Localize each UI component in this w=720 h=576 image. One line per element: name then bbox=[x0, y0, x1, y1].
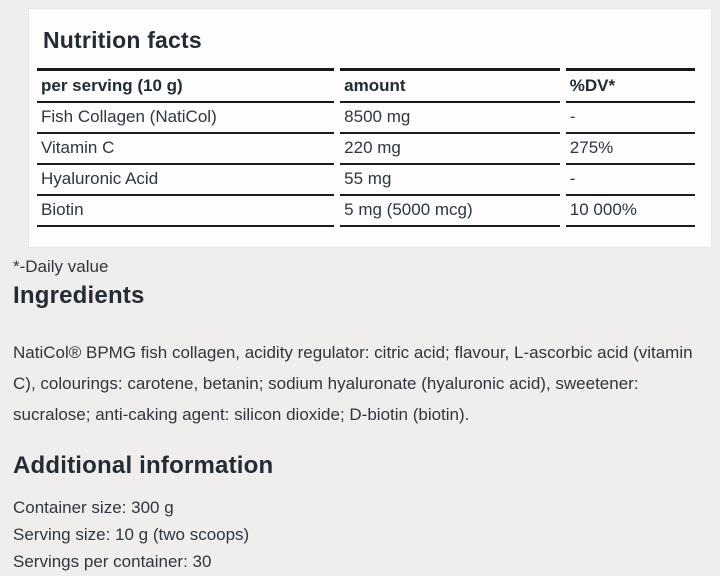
info-line-container-size: Container size: 300 g bbox=[13, 498, 174, 517]
nutrient-name: Vitamin C bbox=[37, 134, 335, 165]
daily-value-note: *-Daily value bbox=[13, 257, 109, 276]
column-header-per-serving: per serving (10 g) bbox=[37, 68, 335, 103]
nutrient-amount: 220 mg bbox=[340, 134, 560, 165]
nutrient-dv: - bbox=[565, 103, 695, 134]
nutrient-amount: 8500 mg bbox=[340, 103, 560, 134]
nutrition-facts-title: Nutrition facts bbox=[43, 27, 202, 53]
nutrient-dv: 10 000% bbox=[565, 196, 695, 227]
nutrient-name: Biotin bbox=[37, 196, 335, 227]
table-row: Biotin 5 mg (5000 mcg) 10 000% bbox=[37, 196, 695, 227]
ingredients-text: NatiCol® BPMG fish collagen, acidity reg… bbox=[13, 343, 693, 424]
column-header-amount: amount bbox=[340, 68, 560, 103]
table-header-row: per serving (10 g) amount %DV* bbox=[37, 68, 695, 103]
ingredients-heading: Ingredients bbox=[13, 282, 145, 309]
info-line-serving-size: Serving size: 10 g (two scoops) bbox=[13, 525, 250, 544]
nutrition-table: per serving (10 g) amount %DV* Fish Coll… bbox=[31, 68, 701, 227]
table-row: Hyaluronic Acid 55 mg - bbox=[37, 165, 695, 196]
additional-info-heading: Additional information bbox=[13, 452, 274, 479]
nutrient-dv: 275% bbox=[565, 134, 695, 165]
nutrient-dv: - bbox=[565, 165, 695, 196]
nutrient-name: Hyaluronic Acid bbox=[37, 165, 335, 196]
table-row: Vitamin C 220 mg 275% bbox=[37, 134, 695, 165]
nutrient-name: Fish Collagen (NatiCol) bbox=[37, 103, 335, 134]
info-line-servings-per-container: Servings per container: 30 bbox=[13, 552, 212, 571]
column-header-dv: %DV* bbox=[565, 68, 695, 103]
table-row: Fish Collagen (NatiCol) 8500 mg - bbox=[37, 103, 695, 134]
additional-info-lines: Container size: 300 g Serving size: 10 g… bbox=[13, 494, 720, 575]
nutrient-amount: 5 mg (5000 mcg) bbox=[340, 196, 560, 227]
nutrient-amount: 55 mg bbox=[340, 165, 560, 196]
nutrition-facts-box: Nutrition facts per serving (10 g) amoun… bbox=[28, 8, 712, 248]
